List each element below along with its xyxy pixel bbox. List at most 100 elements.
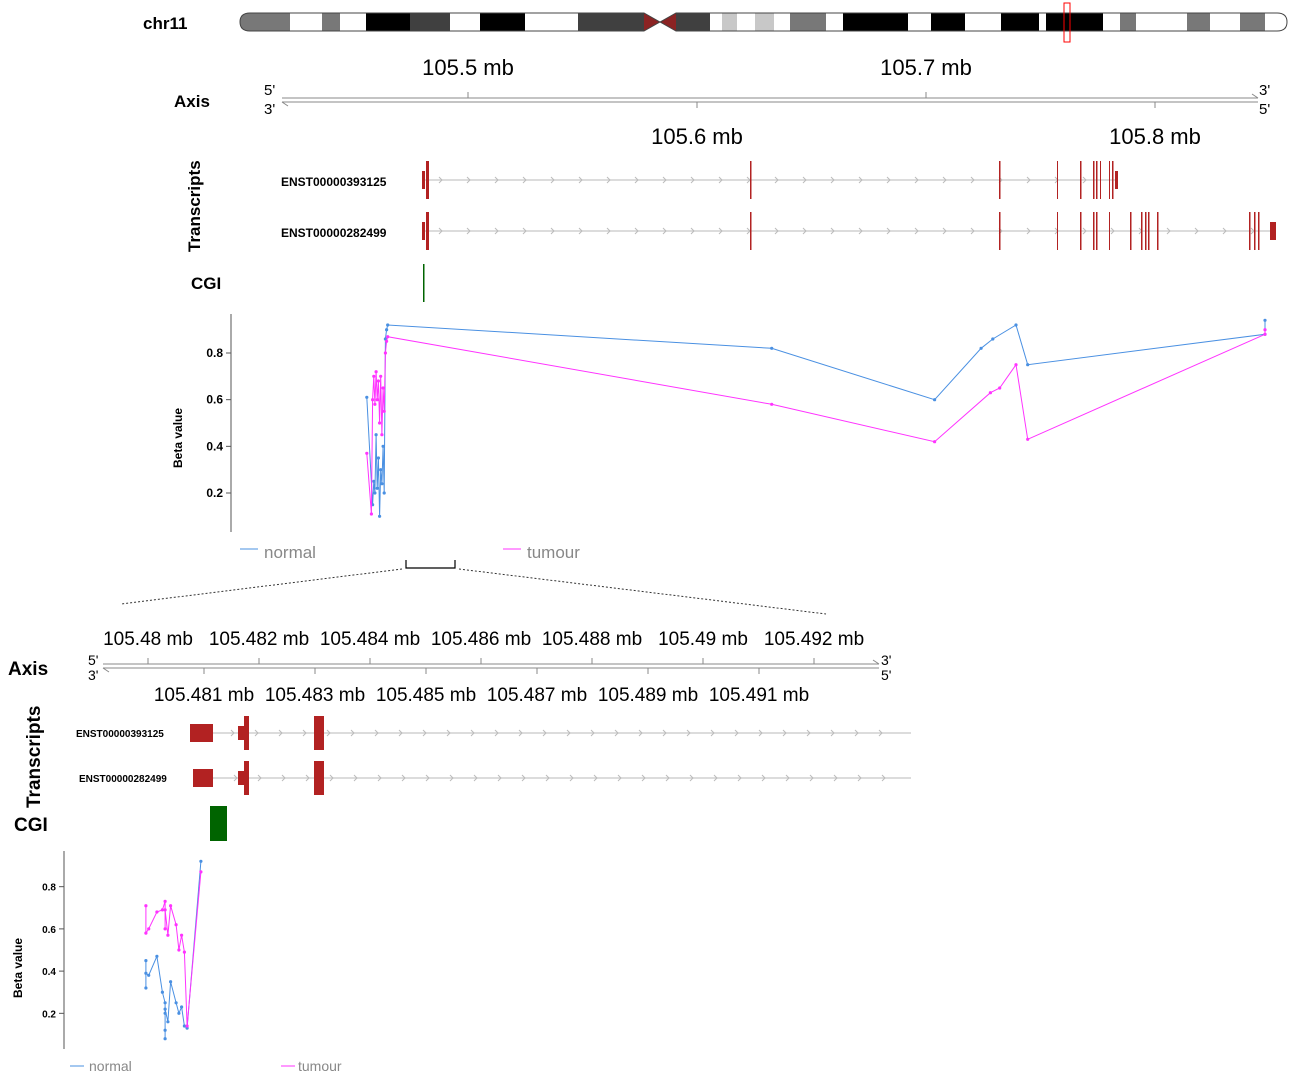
bottom-transcript-track xyxy=(190,716,911,750)
zoom-bracket xyxy=(120,560,827,615)
y-axis-tick-label: 0.2 xyxy=(42,1009,56,1020)
ideogram-band xyxy=(340,13,366,31)
strand-arrow xyxy=(782,729,787,737)
ideogram-band xyxy=(1136,13,1187,31)
exon xyxy=(750,212,752,250)
data-point-normal xyxy=(163,1037,167,1041)
strand-arrow xyxy=(254,729,259,737)
ideogram-band xyxy=(1210,13,1240,31)
strand-arrow xyxy=(634,227,639,235)
strand-arrow xyxy=(662,176,667,184)
bottom-transcript-track xyxy=(193,761,911,795)
strand-arrow xyxy=(914,176,919,184)
exon xyxy=(1109,212,1110,250)
top-strand-left-bottom: 3' xyxy=(264,101,275,118)
exon xyxy=(1112,161,1114,199)
data-point-tumour xyxy=(933,440,937,444)
ideogram-band xyxy=(1265,13,1287,31)
strand-arrow xyxy=(446,729,451,737)
strand-arrow xyxy=(550,176,555,184)
bottom-cgi-label: CGI xyxy=(14,815,48,836)
strand-arrow xyxy=(713,774,718,782)
strand-arrow xyxy=(689,774,694,782)
strand-arrow xyxy=(281,774,286,782)
strand-arrow xyxy=(809,774,814,782)
strand-arrow xyxy=(806,729,811,737)
strand-arrow xyxy=(854,729,859,737)
data-point-normal xyxy=(144,959,148,963)
bottom-axis-tick-label-above: 105.482 mb xyxy=(209,629,309,650)
strand-arrow xyxy=(662,227,667,235)
ideogram-band xyxy=(1187,13,1210,31)
y-axis-tick-label: 0.4 xyxy=(206,439,223,453)
bottom-axis-tick-label-below: 105.485 mb xyxy=(376,685,476,706)
data-point-tumour xyxy=(385,339,389,343)
exon xyxy=(244,716,249,750)
bottom-axis-tick-label-above: 105.492 mb xyxy=(764,629,864,650)
strand-arrow xyxy=(466,176,471,184)
ideogram-band xyxy=(737,13,755,31)
data-point-normal xyxy=(144,971,148,975)
ideogram-band xyxy=(710,13,722,31)
strand-arrow xyxy=(278,729,283,737)
strand-arrow xyxy=(878,729,883,737)
top-transcript-track xyxy=(422,161,1118,199)
ideogram-band xyxy=(1240,13,1265,31)
strand-arrow xyxy=(774,227,779,235)
strand-arrow xyxy=(305,774,310,782)
bottom-beta-chart: 0.2 0.4 0.6 0.8 xyxy=(42,851,203,1049)
strand-arrow xyxy=(550,227,555,235)
bottom-chart-ylabel: Beta value xyxy=(11,938,25,998)
y-axis-tick-label: 0.8 xyxy=(206,346,223,360)
strand-arrow xyxy=(734,729,739,737)
strand-arrow xyxy=(686,729,691,737)
strand-arrow xyxy=(886,227,891,235)
data-point-tumour xyxy=(1263,328,1267,332)
data-point-normal xyxy=(375,486,379,490)
data-point-normal xyxy=(365,395,369,399)
strand-arrow xyxy=(830,227,835,235)
top-transcript-name: ENST00000393125 xyxy=(281,175,387,189)
data-point-normal xyxy=(380,482,384,486)
data-point-tumour xyxy=(160,908,164,912)
data-point-normal xyxy=(1026,363,1030,367)
bottom-axis-tick-label-above: 105.486 mb xyxy=(431,629,531,650)
data-point-normal xyxy=(374,433,378,437)
ideogram-band xyxy=(843,13,908,31)
strand-arrow xyxy=(1026,227,1031,235)
data-point-normal xyxy=(144,986,148,990)
data-point-tumour xyxy=(163,908,167,912)
bottom-axis-tick-label-above: 105.488 mb xyxy=(542,629,642,650)
strand-arrow xyxy=(662,729,667,737)
data-point-normal xyxy=(177,1011,181,1015)
ideogram-band xyxy=(240,13,290,31)
top-legend-normal-label: normal xyxy=(264,543,316,562)
data-point-tumour xyxy=(199,870,203,874)
strand-arrow xyxy=(566,729,571,737)
strand-arrow xyxy=(802,227,807,235)
ideogram-band xyxy=(450,13,480,31)
exon xyxy=(238,771,244,785)
strand-arrow xyxy=(425,774,430,782)
ideogram-band xyxy=(908,13,931,31)
data-point-tumour xyxy=(372,374,376,378)
strand-arrow xyxy=(257,774,262,782)
data-point-tumour xyxy=(378,421,382,425)
data-point-tumour xyxy=(998,386,1002,390)
strand-arrow xyxy=(438,176,443,184)
y-axis-tick-label: 0.4 xyxy=(42,967,56,978)
strand-arrow xyxy=(761,774,766,782)
strand-arrow xyxy=(377,774,382,782)
exon xyxy=(1100,161,1101,199)
data-point-normal xyxy=(155,954,159,958)
top-legend-tumour-label: tumour xyxy=(527,543,580,562)
data-point-normal xyxy=(174,1001,178,1005)
strand-arrow xyxy=(858,176,863,184)
exon xyxy=(1057,161,1058,199)
exon xyxy=(1254,212,1256,250)
strand-arrow xyxy=(401,774,406,782)
series-line-normal xyxy=(145,861,202,1039)
data-point-normal xyxy=(378,514,382,518)
strand-arrow xyxy=(374,729,379,737)
